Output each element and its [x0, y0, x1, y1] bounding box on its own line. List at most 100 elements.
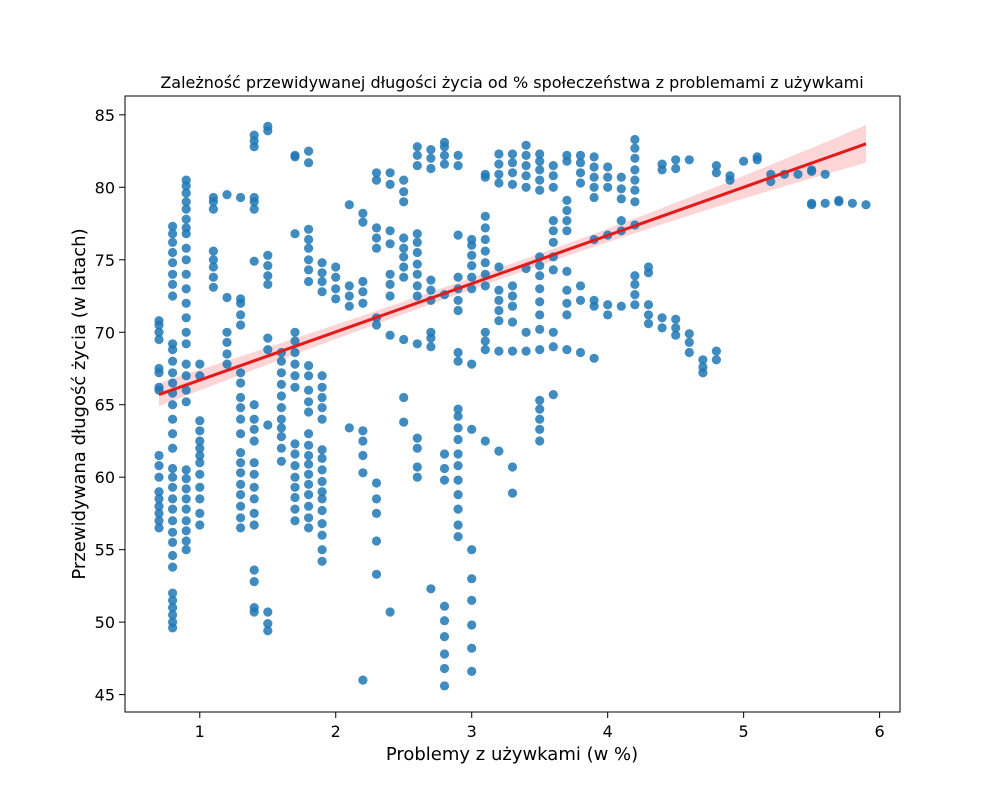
data-point: [249, 424, 259, 434]
y-tick-label: 75: [95, 251, 115, 270]
data-point: [548, 237, 558, 247]
data-point: [249, 577, 259, 587]
data-point: [290, 336, 300, 346]
data-point: [168, 429, 178, 439]
data-point: [494, 262, 504, 272]
data-point: [317, 445, 327, 455]
data-point: [575, 295, 586, 305]
data-point: [453, 434, 463, 445]
data-point: [154, 450, 164, 461]
data-point: [236, 429, 246, 439]
data-point: [371, 569, 382, 579]
data-point: [249, 414, 259, 424]
data-point: [467, 284, 477, 294]
data-point: [453, 504, 463, 514]
data-point: [643, 262, 654, 272]
data-point: [290, 449, 300, 459]
x-axis-label: Problemy z używkami (w %): [386, 744, 638, 765]
data-point: [168, 617, 178, 627]
data-point: [371, 168, 382, 178]
data-point: [535, 436, 545, 446]
data-point: [467, 574, 477, 584]
data-point: [181, 397, 191, 407]
data-point: [412, 291, 422, 301]
data-point: [181, 298, 191, 308]
data-point: [154, 316, 164, 326]
data-point: [480, 169, 490, 179]
data-point: [657, 159, 667, 169]
data-point: [331, 262, 341, 272]
data-point: [168, 356, 178, 366]
data-point: [535, 271, 545, 281]
data-point: [181, 327, 191, 337]
data-point: [575, 158, 586, 168]
data-point: [208, 246, 218, 256]
data-point: [439, 601, 450, 611]
data-point: [249, 603, 259, 613]
x-tick-label: 1: [195, 722, 205, 741]
data-point: [276, 379, 286, 389]
data-point: [535, 175, 545, 185]
data-point: [263, 121, 273, 131]
data-point: [385, 179, 395, 189]
data-point: [276, 443, 286, 453]
data-point: [249, 520, 259, 530]
data-point: [453, 272, 463, 282]
data-point: [671, 314, 681, 324]
data-point: [426, 275, 436, 285]
data-point: [181, 465, 191, 475]
data-point: [304, 371, 314, 381]
data-point: [263, 271, 273, 281]
data-point: [249, 458, 259, 468]
data-point: [507, 168, 518, 178]
data-point: [168, 595, 178, 606]
data-point: [589, 162, 599, 172]
data-point: [317, 414, 327, 424]
data-point: [154, 382, 164, 392]
data-point: [535, 149, 545, 159]
data-point: [439, 632, 450, 642]
data-point: [181, 269, 191, 279]
data-point: [249, 400, 259, 410]
y-tick-label: 80: [95, 178, 115, 197]
data-point: [371, 478, 382, 488]
data-point: [195, 482, 205, 492]
x-axis-ticks: 1 2 3 4 5 6: [195, 712, 885, 741]
data-point: [195, 436, 205, 446]
data-point: [304, 501, 314, 511]
data-point: [711, 355, 722, 365]
data-point: [317, 556, 327, 566]
data-point: [249, 469, 259, 479]
data-point: [412, 150, 422, 160]
data-point: [263, 250, 273, 260]
x-tick-label: 3: [467, 722, 477, 741]
data-point: [630, 134, 640, 145]
data-point: [684, 155, 694, 165]
data-point: [168, 516, 178, 526]
data-point: [358, 217, 368, 227]
data-point: [331, 294, 341, 304]
data-point: [616, 301, 626, 311]
data-point: [671, 323, 681, 333]
data-point: [412, 462, 422, 472]
y-axis-ticks: 45 50 55 60 65 70 75 80 85: [95, 106, 125, 705]
data-point: [290, 229, 300, 239]
data-point: [752, 152, 762, 162]
data-point: [168, 588, 178, 598]
data-point: [304, 265, 314, 275]
data-point: [399, 233, 409, 243]
data-point: [358, 436, 368, 446]
data-point: [453, 305, 463, 316]
data-point: [304, 479, 314, 489]
data-point: [249, 482, 259, 492]
data-point: [236, 468, 246, 478]
data-point: [371, 175, 382, 185]
data-point: [236, 403, 246, 413]
data-point: [399, 272, 409, 282]
data-point: [535, 345, 545, 355]
data-point: [575, 281, 586, 291]
data-point: [168, 443, 178, 453]
data-point: [494, 316, 504, 326]
